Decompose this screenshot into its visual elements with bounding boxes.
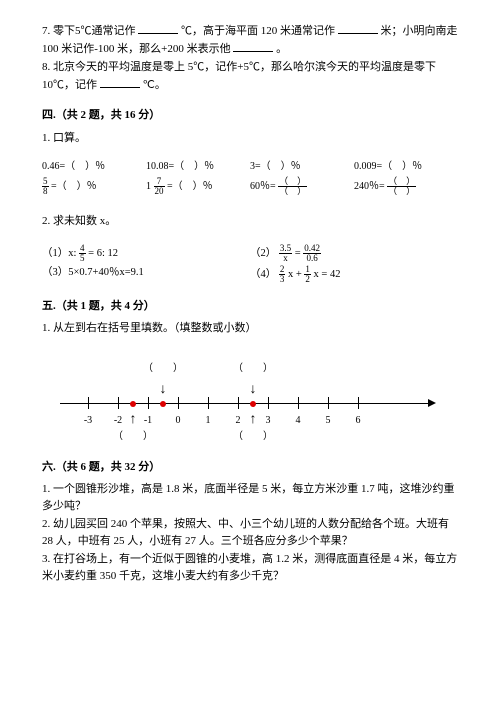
tick-mark bbox=[208, 397, 209, 409]
tick-label: 6 bbox=[356, 413, 361, 428]
paren-top[interactable]: （ ） bbox=[233, 361, 273, 376]
s6q2: 2. 幼儿园买回 240 个苹果，按照大、中、小三个幼儿班的人数分配给各个班。大… bbox=[42, 516, 458, 549]
sec5-title: 五.（共 1 题，共 4 分） bbox=[42, 298, 458, 315]
paren-bot[interactable]: （ ） bbox=[233, 429, 273, 444]
q7-line: 7. 零下5℃通常记作 ℃，高于海平面 120 米通常记作 米；小明向南走 10… bbox=[42, 22, 458, 57]
s4q1-r2c3: 60％= （ ） （ ） bbox=[250, 177, 354, 196]
tick-mark bbox=[148, 397, 149, 409]
q7-blank2[interactable] bbox=[338, 22, 378, 34]
q7-blank3[interactable] bbox=[233, 40, 273, 52]
s4q1-r1c2: 10.08=（ ）％ bbox=[146, 159, 250, 174]
s4q1-row2: 5 8 =（ ）％ 1 7 20 =（ ）％ 60％= （ ） （ ） 240％… bbox=[42, 177, 458, 196]
tick-label: 4 bbox=[296, 413, 301, 428]
frac-042-06: 0.42 0.6 bbox=[303, 244, 321, 263]
s4q1-r2c4: 240％= （ ） （ ） bbox=[354, 177, 458, 196]
tick-mark bbox=[298, 397, 299, 409]
tick-label: -3 bbox=[84, 413, 92, 428]
s4q2-title: 2. 求未知数 x。 bbox=[42, 213, 458, 230]
tick-label: 3 bbox=[266, 413, 271, 428]
tick-label: 1 bbox=[206, 413, 211, 428]
frac-5-8: 5 8 bbox=[42, 177, 49, 196]
s4q1-r2c2: 1 7 20 =（ ）％ bbox=[146, 177, 250, 196]
arrow-up-icon: ↑ bbox=[250, 409, 257, 430]
s4q2-row1: （1）x: 4 5 = 6: 12 （2） 3.5 x = 0.42 0.6 bbox=[42, 244, 458, 263]
s4q1-title: 1. 口算。 bbox=[42, 130, 458, 147]
s4q1-r1c3: 3=（ ）％ bbox=[250, 159, 354, 174]
paren-top[interactable]: （ ） bbox=[143, 361, 183, 376]
tick-mark bbox=[328, 397, 329, 409]
s4q2-r1b: （2） 3.5 x = 0.42 0.6 bbox=[250, 244, 458, 263]
tick-mark bbox=[118, 397, 119, 409]
q7-b: ℃，高于海平面 120 米通常记作 bbox=[181, 25, 335, 37]
q8-line: 8. 北京今天的平均温度是零上 5℃，记作+5℃，那么哈尔滨今天的平均温度是零下… bbox=[42, 59, 458, 93]
paren-bot[interactable]: （ ） bbox=[113, 429, 153, 444]
sec6-title: 六.（共 6 题，共 32 分） bbox=[42, 459, 458, 476]
nl-axis bbox=[60, 403, 430, 404]
s4q1-row1: 0.46=（ ）％ 10.08=（ ）％ 3=（ ）％ 0.009=（ ）％ bbox=[42, 159, 458, 174]
tick-mark bbox=[88, 397, 89, 409]
s6q3: 3. 在打谷场上，有一个近似于圆锥的小麦堆，高 1.2 米，测得底面直径是 4 … bbox=[42, 551, 458, 584]
arrow-up-icon: ↑ bbox=[130, 409, 137, 430]
q8-b: ℃。 bbox=[143, 79, 166, 91]
number-line: -3-2-10123456↓↓↑↑（ ）（ ）（ ）（ ） bbox=[60, 355, 440, 445]
nl-arrowhead-icon bbox=[428, 399, 436, 407]
frac-4-5: 4 5 bbox=[79, 244, 86, 263]
tick-mark bbox=[238, 397, 239, 409]
q7-a: 7. 零下5℃通常记作 bbox=[42, 25, 136, 37]
frac-7-20: 7 20 bbox=[154, 177, 165, 196]
arrow-down-icon: ↓ bbox=[160, 379, 167, 400]
tick-mark bbox=[358, 397, 359, 409]
arrow-down-icon: ↓ bbox=[250, 379, 257, 400]
tick-label: 5 bbox=[326, 413, 331, 428]
sec4-title: 四.（共 2 题，共 16 分） bbox=[42, 107, 458, 124]
red-dot bbox=[160, 401, 166, 407]
tick-mark bbox=[268, 397, 269, 409]
q7-d: 。 bbox=[276, 43, 287, 55]
frac-60pct: （ ） （ ） bbox=[278, 177, 307, 196]
s4q1-r1c1: 0.46=（ ）％ bbox=[42, 159, 146, 174]
tick-mark bbox=[178, 397, 179, 409]
s4q1-r1c4: 0.009=（ ）％ bbox=[354, 159, 458, 174]
s4q2-row2: （3）5×0.7+40％x=9.1 （4） 2 3 x + 1 2 x = 42 bbox=[42, 265, 458, 284]
tick-label: 2 bbox=[236, 413, 241, 428]
red-dot bbox=[250, 401, 256, 407]
s4q2-r2a: （3）5×0.7+40％x=9.1 bbox=[42, 265, 250, 284]
red-dot bbox=[130, 401, 136, 407]
s4q1-r2c1: 5 8 =（ ）％ bbox=[42, 177, 146, 196]
tick-label: 0 bbox=[176, 413, 181, 428]
frac-1-2: 1 2 bbox=[304, 265, 311, 284]
q7-blank1[interactable] bbox=[138, 22, 178, 34]
s5q1-title: 1. 从左到右在括号里填数。（填整数或小数） bbox=[42, 320, 458, 337]
q8-blank[interactable] bbox=[100, 76, 140, 88]
s6q1: 1. 一个圆锥形沙堆，高是 1.8 米，底面半径是 5 米，每立方米沙重 1.7… bbox=[42, 481, 458, 514]
s4q2-r2b: （4） 2 3 x + 1 2 x = 42 bbox=[250, 265, 458, 284]
frac-240pct: （ ） （ ） bbox=[387, 177, 416, 196]
frac-35-x: 3.5 x bbox=[279, 244, 292, 263]
tick-label: -2 bbox=[114, 413, 122, 428]
tick-label: -1 bbox=[144, 413, 152, 428]
frac-2-3: 2 3 bbox=[279, 265, 286, 284]
s4q2-r1a: （1）x: 4 5 = 6: 12 bbox=[42, 244, 250, 263]
